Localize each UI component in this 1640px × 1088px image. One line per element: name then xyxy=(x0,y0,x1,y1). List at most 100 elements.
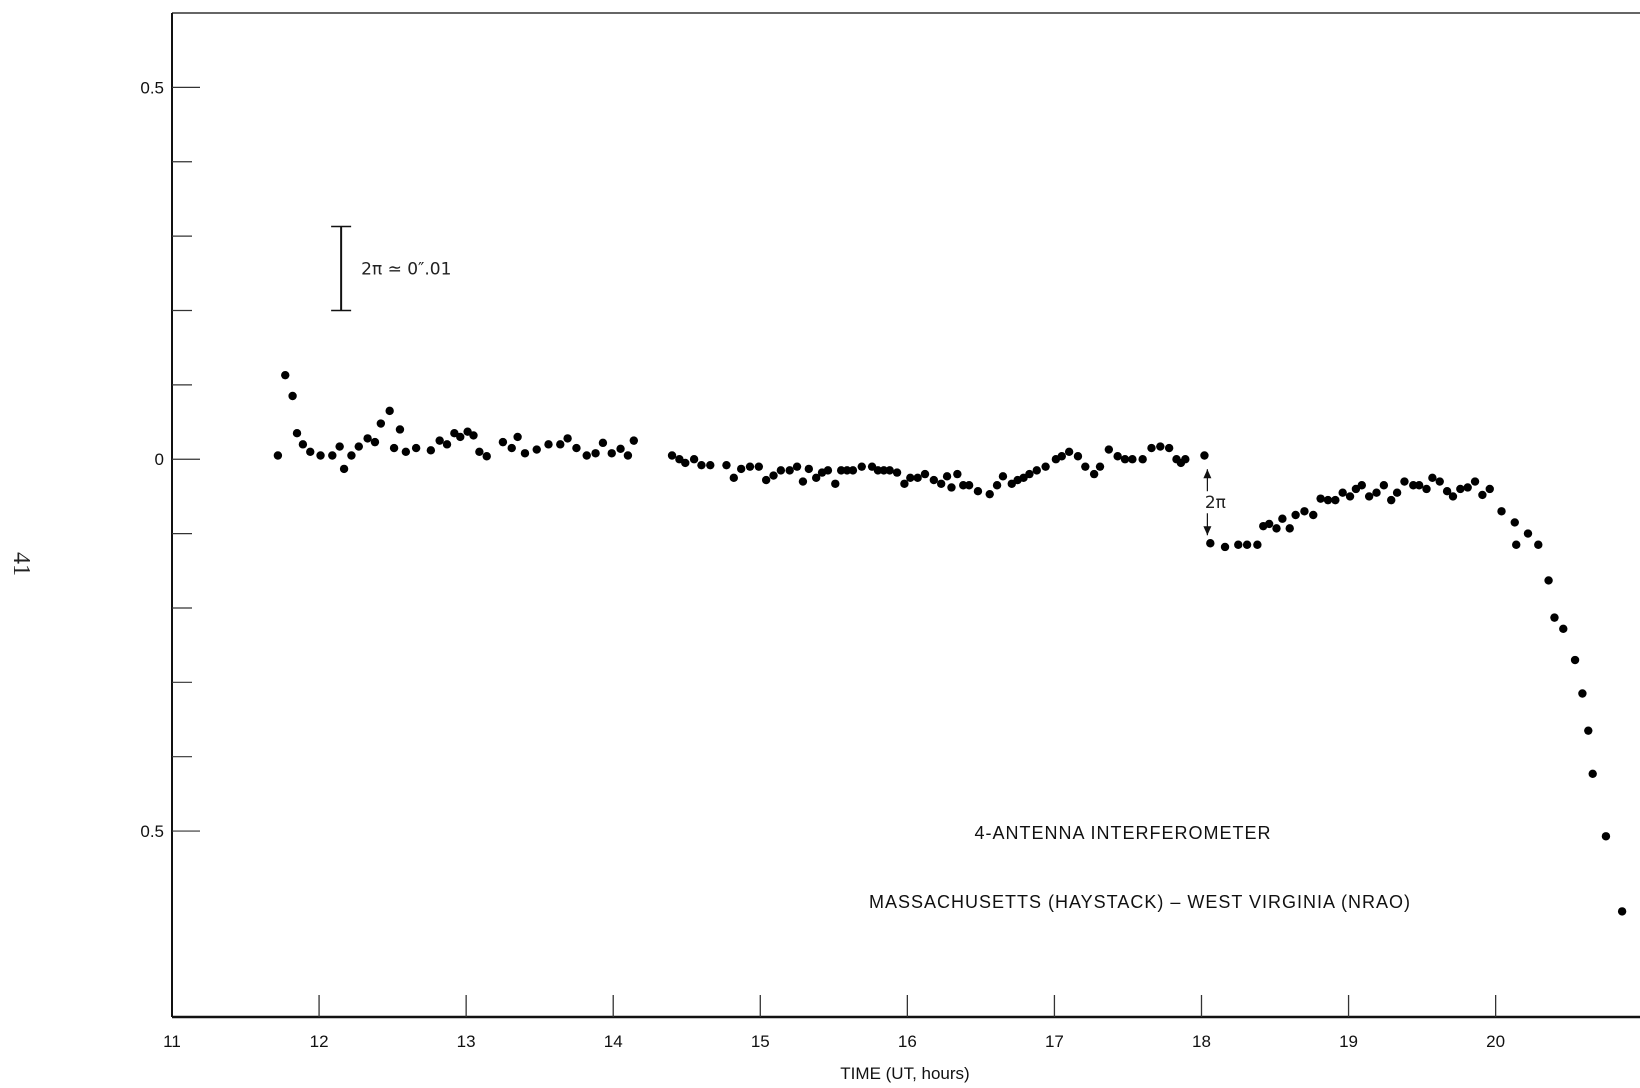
data-point xyxy=(1081,462,1090,471)
data-point xyxy=(959,481,968,490)
data-point xyxy=(1357,481,1367,490)
data-point xyxy=(507,443,516,453)
data-point xyxy=(1323,495,1333,505)
data-point xyxy=(563,434,572,443)
data-point xyxy=(906,473,915,483)
data-point xyxy=(401,447,411,456)
data-point xyxy=(582,451,591,460)
data-point xyxy=(426,446,436,455)
data-point xyxy=(298,440,308,449)
data-point xyxy=(1485,484,1494,494)
data-point xyxy=(913,473,922,483)
data-point xyxy=(985,489,994,499)
data-point xyxy=(1272,524,1281,533)
data-point xyxy=(1113,452,1122,461)
data-point xyxy=(1138,455,1147,464)
jump-arrowhead-down xyxy=(1203,526,1212,536)
data-point xyxy=(288,391,297,401)
data-point xyxy=(920,469,930,479)
data-point xyxy=(616,444,625,454)
y-tick-label: 0 xyxy=(155,450,164,469)
data-point xyxy=(456,432,465,442)
data-point xyxy=(1392,488,1402,497)
data-point xyxy=(520,449,530,458)
x-axis-ticks: 11 12 13 14 15 16 17 18 19 20 xyxy=(163,995,1505,1051)
data-point xyxy=(722,460,731,470)
data-point xyxy=(385,406,394,416)
data-point xyxy=(1470,477,1480,486)
jump-arrowhead-up xyxy=(1203,469,1212,479)
data-point xyxy=(1309,510,1318,520)
x-tick-label: 16 xyxy=(898,1032,917,1051)
data-point xyxy=(1089,469,1099,479)
data-point xyxy=(1104,445,1114,454)
x-axis-label: TIME (UT, hours) xyxy=(840,1064,969,1083)
data-point xyxy=(842,466,852,475)
data-point xyxy=(936,479,946,488)
data-point xyxy=(804,464,814,474)
data-point xyxy=(857,462,866,471)
data-point xyxy=(1601,832,1611,841)
data-point xyxy=(1588,769,1597,779)
data-point xyxy=(1379,481,1389,490)
scale-bar xyxy=(331,225,352,312)
data-point xyxy=(1057,452,1066,461)
data-point xyxy=(376,419,386,428)
data-point xyxy=(1372,488,1381,497)
page-number: 41 xyxy=(8,552,34,576)
data-point xyxy=(1617,907,1627,916)
data-point xyxy=(1181,455,1190,464)
data-point xyxy=(316,451,325,460)
data-point xyxy=(1512,540,1521,549)
data-point xyxy=(1291,510,1300,520)
data-point xyxy=(354,442,363,451)
data-point xyxy=(1032,466,1041,475)
data-point xyxy=(442,440,452,449)
data-point xyxy=(411,443,421,453)
data-point xyxy=(482,452,491,461)
y-tick-label: 0.5 xyxy=(140,822,164,841)
data-point xyxy=(281,370,290,380)
data-point xyxy=(1428,473,1437,483)
data-point xyxy=(607,449,616,458)
x-tick-label: 12 xyxy=(310,1032,329,1051)
data-point xyxy=(629,436,639,445)
data-point xyxy=(879,466,889,475)
data-point xyxy=(1435,477,1444,486)
data-point xyxy=(1331,495,1340,505)
data-point xyxy=(1285,524,1294,533)
data-point xyxy=(306,447,315,456)
data-point xyxy=(1064,447,1074,456)
data-point xyxy=(681,458,690,468)
data-point xyxy=(964,481,974,490)
data-point xyxy=(942,472,952,481)
data-point xyxy=(1448,492,1458,501)
data-point xyxy=(729,473,739,483)
data-point xyxy=(273,451,283,460)
data-point xyxy=(623,451,633,460)
data-point xyxy=(1264,519,1274,529)
data-point xyxy=(831,479,840,488)
data-point xyxy=(339,464,349,474)
x-tick-label: 11 xyxy=(163,1032,181,1051)
data-point xyxy=(1156,442,1165,451)
data-point xyxy=(761,475,771,485)
data-point xyxy=(689,455,699,464)
data-point xyxy=(1200,451,1209,460)
data-point xyxy=(1316,494,1325,503)
data-point xyxy=(363,434,372,443)
data-point xyxy=(1523,529,1533,538)
note-line-2: MASSACHUSETTS (HAYSTACK) – WEST VIRGINIA… xyxy=(869,892,1411,912)
data-point xyxy=(1220,542,1230,552)
data-point xyxy=(1510,518,1519,527)
data-point xyxy=(885,466,894,475)
data-point xyxy=(435,436,444,445)
data-point xyxy=(848,466,858,475)
x-tick-label: 14 xyxy=(604,1032,623,1051)
data-point xyxy=(556,440,565,449)
data-point xyxy=(347,451,356,460)
data-point xyxy=(335,442,344,451)
data-point xyxy=(1242,540,1252,549)
data-point xyxy=(598,438,608,448)
x-tick-label: 18 xyxy=(1192,1032,1211,1051)
